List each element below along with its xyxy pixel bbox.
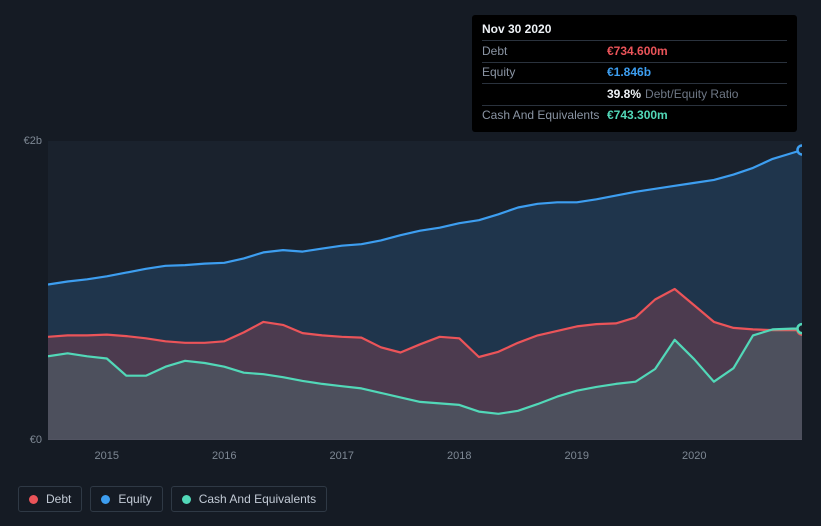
x-axis-tick: 2017 [330, 450, 354, 462]
y-axis-tick: €2b [12, 135, 42, 147]
tooltip-row-value: 39.8%Debt/Equity Ratio [607, 86, 738, 103]
legend-label: Equity [118, 492, 151, 506]
tooltip-row: Debt€734.600m [482, 40, 787, 61]
x-axis-tick: 2018 [447, 450, 471, 462]
legend: Debt Equity Cash And Equivalents [18, 486, 327, 512]
y-axis-tick: €0 [12, 434, 42, 446]
tooltip-row-value: €743.300m [607, 107, 668, 124]
x-axis-tick: 2015 [95, 450, 119, 462]
tooltip-row-label: Cash And Equivalents [482, 107, 607, 124]
chart-tooltip: Nov 30 2020 Debt€734.600mEquity€1.846b39… [472, 15, 797, 132]
legend-dot-icon [101, 495, 110, 504]
tooltip-row: 39.8%Debt/Equity Ratio [482, 83, 787, 104]
tooltip-row-label: Equity [482, 64, 607, 81]
x-axis-tick: 2020 [682, 450, 706, 462]
tooltip-row: Cash And Equivalents€743.300m [482, 105, 787, 126]
x-axis-tick: 2019 [565, 450, 589, 462]
legend-label: Debt [46, 492, 71, 506]
series-end-marker [798, 324, 803, 333]
legend-dot-icon [182, 495, 191, 504]
tooltip-row-label: Debt [482, 43, 607, 60]
legend-item[interactable]: Debt [18, 486, 82, 512]
tooltip-row-sub: Debt/Equity Ratio [645, 87, 738, 101]
legend-item[interactable]: Cash And Equivalents [171, 486, 327, 512]
legend-dot-icon [29, 495, 38, 504]
x-axis-tick: 2016 [212, 450, 236, 462]
series-end-marker [798, 145, 803, 154]
legend-item[interactable]: Equity [90, 486, 162, 512]
area-chart[interactable] [48, 141, 802, 440]
tooltip-row: Equity€1.846b [482, 62, 787, 83]
legend-label: Cash And Equivalents [199, 492, 316, 506]
tooltip-date: Nov 30 2020 [482, 21, 787, 40]
tooltip-row-value: €734.600m [607, 43, 668, 60]
tooltip-row-value: €1.846b [607, 64, 651, 81]
tooltip-row-label [482, 86, 607, 103]
